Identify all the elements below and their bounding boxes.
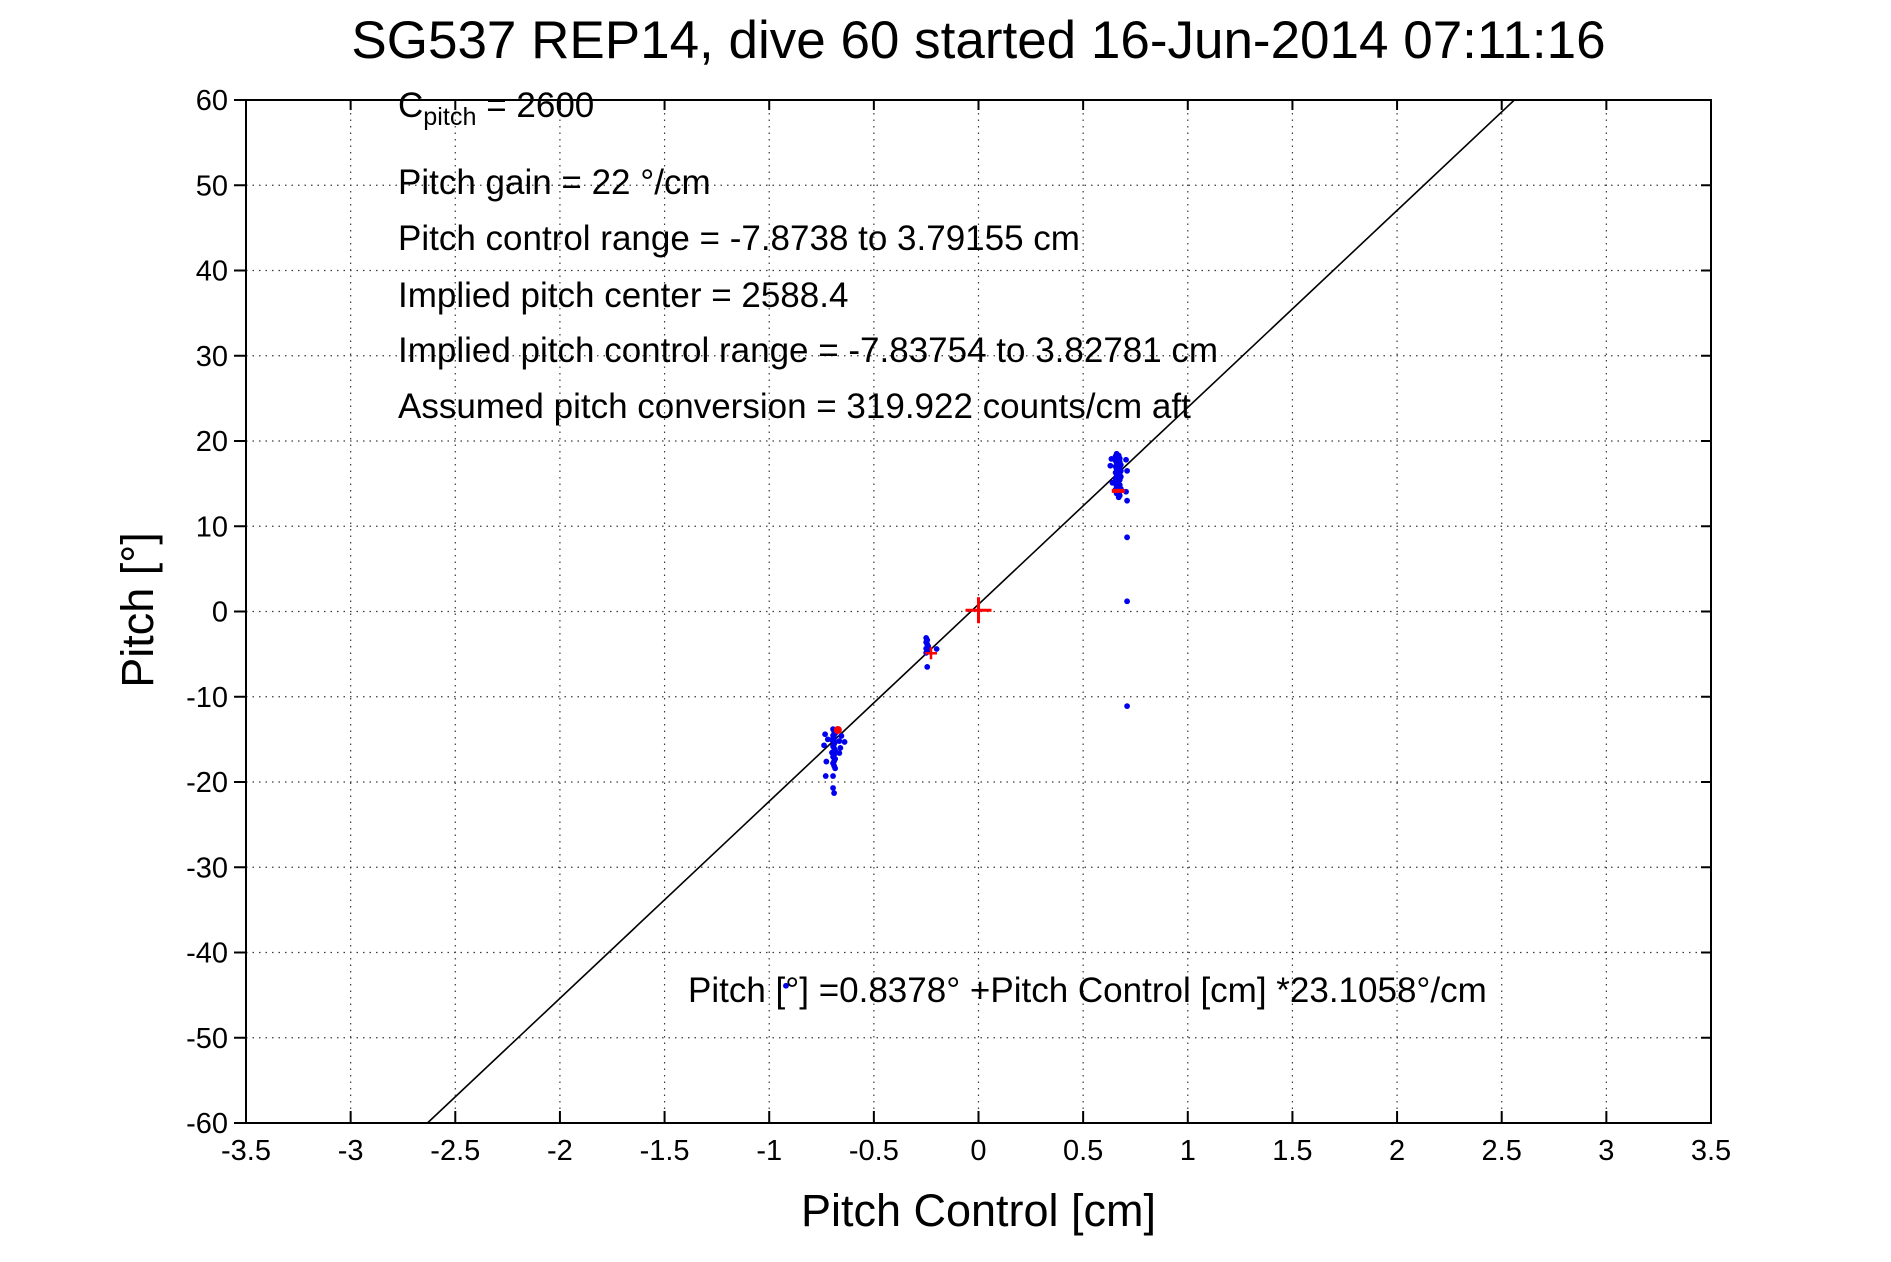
data-point (836, 750, 843, 756)
y-tick-label: 0 (212, 597, 228, 629)
y-tick-label: -10 (186, 682, 228, 714)
annotation-cpitch: Cpitch = 2600 (398, 86, 595, 130)
x-tick-label: 2.5 (1482, 1135, 1522, 1167)
data-point (836, 738, 843, 744)
fit-equation-text: Pitch [°] =0.8378° +Pitch Control [cm] *… (688, 971, 1487, 1010)
x-tick-label: -2 (547, 1135, 573, 1167)
x-tick-label: -3 (338, 1135, 364, 1167)
annotation-assumed-pitch-conversion: Assumed pitch conversion = 319.922 count… (398, 387, 1191, 426)
reference-marker (833, 725, 842, 734)
x-tick-label: -0.5 (849, 1135, 899, 1167)
x-tick-label: 1 (1180, 1135, 1196, 1167)
data-point (1115, 494, 1122, 501)
data-point (831, 790, 837, 796)
y-tick-label: 10 (196, 511, 228, 543)
data-point (1107, 462, 1114, 469)
cpitch-value: = 2600 (476, 86, 595, 125)
y-tick-label: 50 (196, 170, 228, 202)
y-tick-label: -30 (186, 852, 228, 884)
y-tick-label: 20 (196, 426, 228, 458)
data-point (1124, 497, 1130, 504)
data-point (823, 758, 830, 765)
annotation-implied-pitch-center: Implied pitch center = 2588.4 (398, 276, 849, 315)
y-tick-label: -40 (186, 938, 228, 970)
data-point (824, 736, 831, 743)
y-tick-label: -60 (186, 1108, 228, 1140)
x-tick-label: -1 (756, 1135, 782, 1167)
y-tick-label: 40 (196, 256, 228, 288)
cpitch-base: C (398, 86, 424, 125)
data-point (830, 785, 836, 791)
data-point (838, 733, 845, 739)
data-point (1109, 479, 1116, 486)
data-point (1124, 703, 1130, 710)
data-point (933, 646, 940, 652)
cpitch-subscript: pitch (423, 103, 477, 131)
plot-title: SG537 REP14, dive 60 started 16-Jun-2014… (351, 11, 1606, 70)
data-point (832, 765, 839, 772)
x-axis-label: Pitch Control [cm] (800, 1185, 1157, 1236)
data-point (924, 664, 931, 670)
annotation-pitch-gain: Pitch gain = 22 °/cm (398, 163, 711, 202)
x-tick-label: 3.5 (1691, 1135, 1731, 1167)
x-tick-label: 0.5 (1063, 1135, 1103, 1167)
y-tick-label: -20 (186, 767, 228, 799)
data-point (841, 739, 848, 745)
x-tick-label: -3.5 (221, 1135, 271, 1167)
data-point (783, 982, 789, 989)
x-tick-label: 3 (1598, 1135, 1614, 1167)
data-point (1124, 534, 1130, 541)
data-point (1123, 456, 1129, 463)
x-tick-label: 1.5 (1272, 1135, 1312, 1167)
data-point (822, 731, 828, 738)
x-tick-label: 2 (1389, 1135, 1405, 1167)
data-point (1124, 467, 1130, 474)
data-point (830, 773, 836, 779)
data-point (1108, 456, 1115, 462)
annotation-pitch-control-range: Pitch control range = -7.8738 to 3.79155… (398, 219, 1080, 258)
annotation-implied-pitch-control-range: Implied pitch control range = -7.83754 t… (398, 331, 1219, 370)
y-tick-label: 30 (196, 341, 228, 373)
y-tick-label: 60 (196, 85, 228, 117)
data-point (837, 745, 844, 751)
x-tick-label: 0 (970, 1135, 986, 1167)
data-point (822, 773, 829, 779)
y-axis-label: Pitch [°] (112, 532, 163, 688)
data-point (821, 742, 827, 749)
data-point (1116, 476, 1123, 483)
data-point (1124, 598, 1130, 605)
x-tick-label: -2.5 (430, 1135, 480, 1167)
x-tick-label: -1.5 (640, 1135, 690, 1167)
y-tick-label: -50 (186, 1023, 228, 1055)
